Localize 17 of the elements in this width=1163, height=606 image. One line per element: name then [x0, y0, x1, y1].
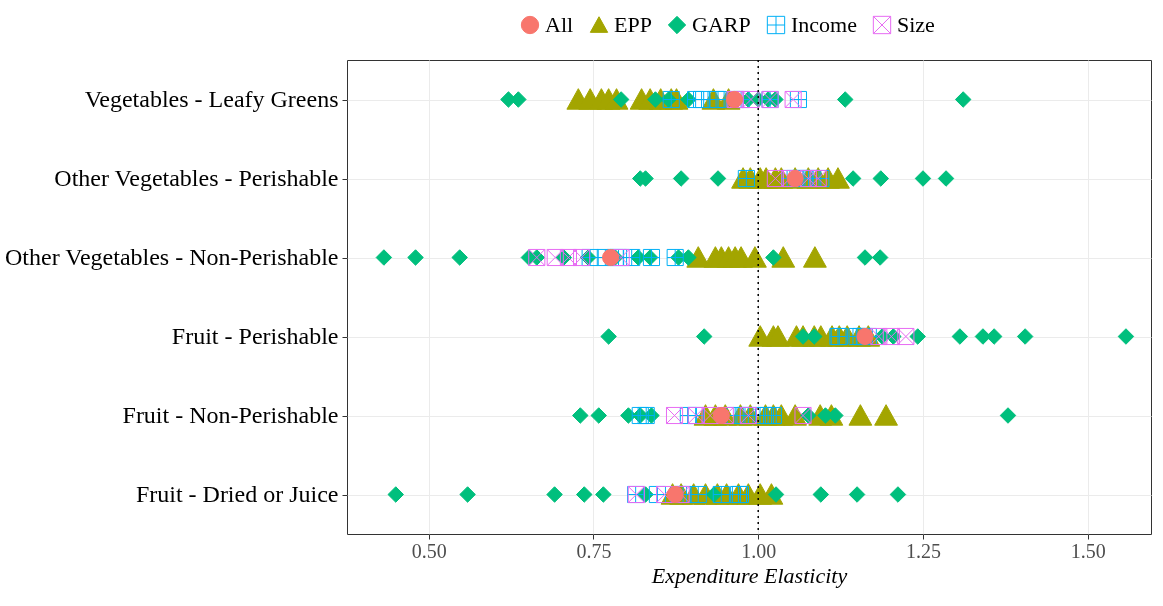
legend-label: EPP	[614, 12, 652, 37]
x-tick-label: 1.50	[1070, 539, 1106, 562]
legend-label: Income	[791, 12, 857, 37]
legend-label: GARP	[692, 12, 751, 37]
x-tick-label: 0.50	[411, 539, 447, 562]
y-tick-label: Fruit - Perishable	[171, 323, 339, 349]
y-tick-label: Fruit - Dried or Juice	[135, 481, 339, 507]
y-tick-label: Vegetables - Leafy Greens	[84, 86, 339, 112]
x-tick-label: 1.00	[741, 539, 777, 562]
x-tick-label: 1.25	[905, 539, 941, 562]
x-tick-label: 0.75	[576, 539, 612, 562]
x-axis-title: Expenditure Elasticity	[650, 562, 848, 588]
y-tick-label: Fruit - Non-Perishable	[122, 402, 339, 428]
legend-label: All	[545, 12, 574, 37]
legend-label: Size	[897, 12, 935, 37]
y-tick-label: Other Vegetables - Perishable	[54, 165, 339, 191]
y-tick-label: Other Vegetables - Non-Perishable	[5, 244, 339, 270]
